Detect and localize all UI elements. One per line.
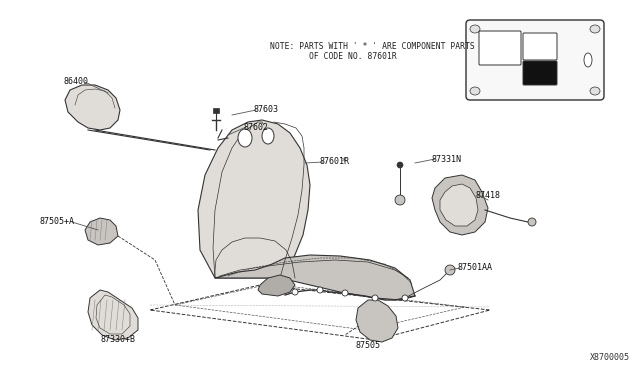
FancyBboxPatch shape — [523, 61, 557, 85]
FancyBboxPatch shape — [466, 20, 604, 100]
Circle shape — [342, 290, 348, 296]
Ellipse shape — [470, 87, 480, 95]
Ellipse shape — [584, 53, 592, 67]
Polygon shape — [88, 290, 138, 340]
Text: *: * — [342, 157, 347, 167]
Ellipse shape — [590, 87, 600, 95]
Circle shape — [317, 287, 323, 293]
Circle shape — [445, 265, 455, 275]
Text: NOTE: PARTS WITH ' * ' ARE COMPONENT PARTS
        OF CODE NO. 87601R: NOTE: PARTS WITH ' * ' ARE COMPONENT PAR… — [270, 42, 475, 61]
Text: 87330+B: 87330+B — [100, 336, 136, 344]
Circle shape — [395, 195, 405, 205]
FancyBboxPatch shape — [523, 33, 557, 60]
Text: 87331N: 87331N — [432, 154, 462, 164]
Text: 87601R: 87601R — [320, 157, 350, 167]
FancyBboxPatch shape — [479, 31, 521, 65]
Ellipse shape — [262, 128, 274, 144]
Polygon shape — [440, 184, 478, 226]
Text: X8700005: X8700005 — [590, 353, 630, 362]
Text: 87602: 87602 — [243, 122, 268, 131]
Polygon shape — [258, 275, 295, 296]
Ellipse shape — [590, 25, 600, 33]
Polygon shape — [215, 255, 415, 300]
Text: 87501AA: 87501AA — [457, 263, 492, 273]
Circle shape — [372, 295, 378, 301]
Polygon shape — [432, 175, 488, 235]
Text: 87418: 87418 — [475, 190, 500, 199]
Text: 87505: 87505 — [355, 340, 381, 350]
Polygon shape — [356, 300, 398, 342]
Polygon shape — [65, 85, 120, 130]
Circle shape — [292, 289, 298, 295]
Circle shape — [402, 295, 408, 301]
Polygon shape — [198, 120, 310, 278]
Text: 87505+A: 87505+A — [40, 218, 75, 227]
Text: 87603: 87603 — [253, 106, 278, 115]
Polygon shape — [85, 218, 118, 245]
Ellipse shape — [238, 129, 252, 147]
Ellipse shape — [470, 25, 480, 33]
Circle shape — [528, 218, 536, 226]
Circle shape — [397, 162, 403, 168]
Text: 86400: 86400 — [63, 77, 88, 87]
Bar — [213, 108, 219, 113]
